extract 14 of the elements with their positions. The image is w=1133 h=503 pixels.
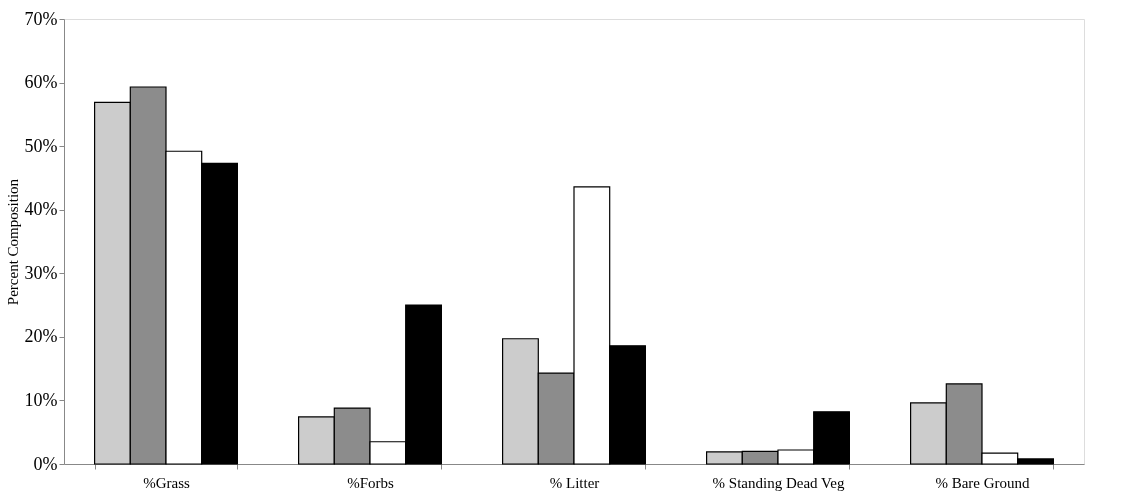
y-tick-label: 10% bbox=[24, 389, 58, 410]
x-tick-label: % Litter bbox=[549, 474, 600, 491]
y-tick-label: 20% bbox=[24, 326, 58, 347]
x-tick-label: % Standing Dead Veg bbox=[712, 474, 845, 491]
x-tick-label: % Bare Ground bbox=[935, 474, 1031, 491]
y-tick-label: 40% bbox=[24, 199, 58, 220]
y-tick-label: 70% bbox=[24, 8, 58, 29]
y-axis-title: Percent Composition bbox=[4, 178, 21, 306]
y-tick-label: 50% bbox=[24, 135, 58, 156]
y-tick-label: 0% bbox=[33, 453, 58, 474]
x-tick-label: %Grass bbox=[143, 474, 190, 491]
x-tick-label: %Forbs bbox=[347, 474, 394, 491]
y-tick-label: 30% bbox=[24, 262, 58, 283]
y-tick-label: 60% bbox=[24, 72, 58, 93]
